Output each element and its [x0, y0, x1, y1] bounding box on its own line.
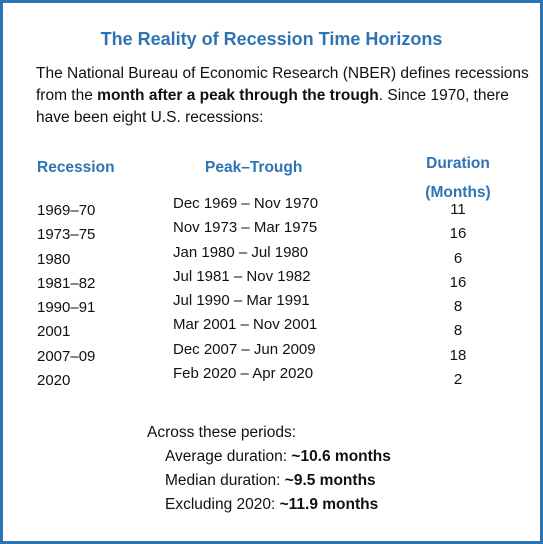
- table-row: 1969–70 Dec 1969 – Nov 1970 11: [3, 193, 540, 219]
- cell-recession: 2007–09: [37, 347, 96, 365]
- summary-value: ~10.6 months: [291, 448, 391, 465]
- summary-item-median: Median duration: ~9.5 months: [147, 469, 391, 493]
- cell-recession: 2001: [37, 323, 71, 341]
- cell-peak-trough: Jul 1981 – Nov 1982: [173, 267, 311, 285]
- cell-duration: 2: [453, 371, 463, 389]
- recession-table: 1969–70 Dec 1969 – Nov 1970 11 1973–75 N…: [3, 193, 540, 390]
- column-header-recession: Recession: [37, 159, 115, 176]
- column-header-duration-line1: Duration: [426, 155, 490, 172]
- intro-paragraph: The National Bureau of Economic Research…: [36, 63, 536, 129]
- column-header-duration-line2: (Months): [425, 184, 491, 201]
- cell-recession: 2020: [37, 372, 71, 390]
- intro-text-part2: . Since 1970, there have been eight U.S.…: [36, 87, 509, 126]
- summary-item-average: Average duration: ~10.6 months: [147, 445, 391, 469]
- cell-recession: 1973–75: [37, 226, 96, 244]
- cell-recession: 1981–82: [37, 274, 96, 292]
- table-row: 1980 Jan 1980 – Jul 1980 6: [3, 242, 540, 268]
- summary-label: Average duration:: [165, 448, 292, 465]
- page-title: The Reality of Recession Time Horizons: [100, 29, 443, 49]
- table-row: 2020 Feb 2020 – Apr 2020 2: [3, 363, 540, 390]
- summary-label: Median duration:: [165, 472, 285, 489]
- cell-peak-trough: Jul 1990 – Mar 1991: [173, 292, 310, 310]
- summary-value: ~11.9 months: [279, 496, 379, 513]
- intro-text-part1: The National Bureau of Economic Research…: [36, 65, 529, 104]
- cell-peak-trough: Dec 1969 – Nov 1970: [173, 195, 319, 212]
- cell-duration: 16: [449, 273, 467, 291]
- cell-duration: 8: [453, 298, 463, 316]
- cell-peak-trough: Jan 1980 – Jul 1980: [173, 243, 309, 261]
- summary-value: ~9.5 months: [284, 472, 376, 489]
- cell-duration: 11: [450, 201, 466, 218]
- summary-label: Excluding 2020:: [165, 496, 280, 513]
- cell-peak-trough: Nov 1973 – Mar 1975: [173, 219, 318, 237]
- column-header-duration: Duration (Months): [415, 149, 501, 207]
- summary-lead: Across these periods:: [147, 424, 297, 441]
- cell-peak-trough: Mar 2001 – Nov 2001: [173, 316, 318, 334]
- summary-item-excluding-2020: Excluding 2020: ~11.9 months: [147, 493, 391, 517]
- cell-recession: 1990–91: [37, 299, 96, 317]
- summary-block: Across these periods: Average duration: …: [147, 421, 391, 517]
- cell-peak-trough: Feb 2020 – Apr 2020: [173, 365, 314, 383]
- intro-text-bold: month after a peak through the trough: [97, 87, 379, 104]
- cell-duration: 8: [453, 322, 463, 340]
- cell-recession: 1969–70: [37, 202, 96, 219]
- table-row: 2001 Mar 2001 – Nov 2001 8: [3, 314, 540, 341]
- table-row: 1990–91 Jul 1990 – Mar 1991 8: [3, 290, 540, 317]
- cell-duration: 16: [449, 225, 467, 243]
- table-row: 1981–82 Jul 1981 – Nov 1982 16: [3, 266, 540, 292]
- cell-peak-trough: Dec 2007 – Jun 2009: [173, 340, 316, 358]
- table-row: 1973–75 Nov 1973 – Mar 1975 16: [3, 217, 540, 244]
- cell-recession: 1980: [37, 250, 71, 268]
- cell-duration: 18: [449, 346, 467, 364]
- cell-duration: 6: [453, 249, 463, 267]
- column-header-peak-trough: Peak–Trough: [205, 159, 303, 176]
- table-row: 2007–09 Dec 2007 – Jun 2009 18: [3, 339, 540, 365]
